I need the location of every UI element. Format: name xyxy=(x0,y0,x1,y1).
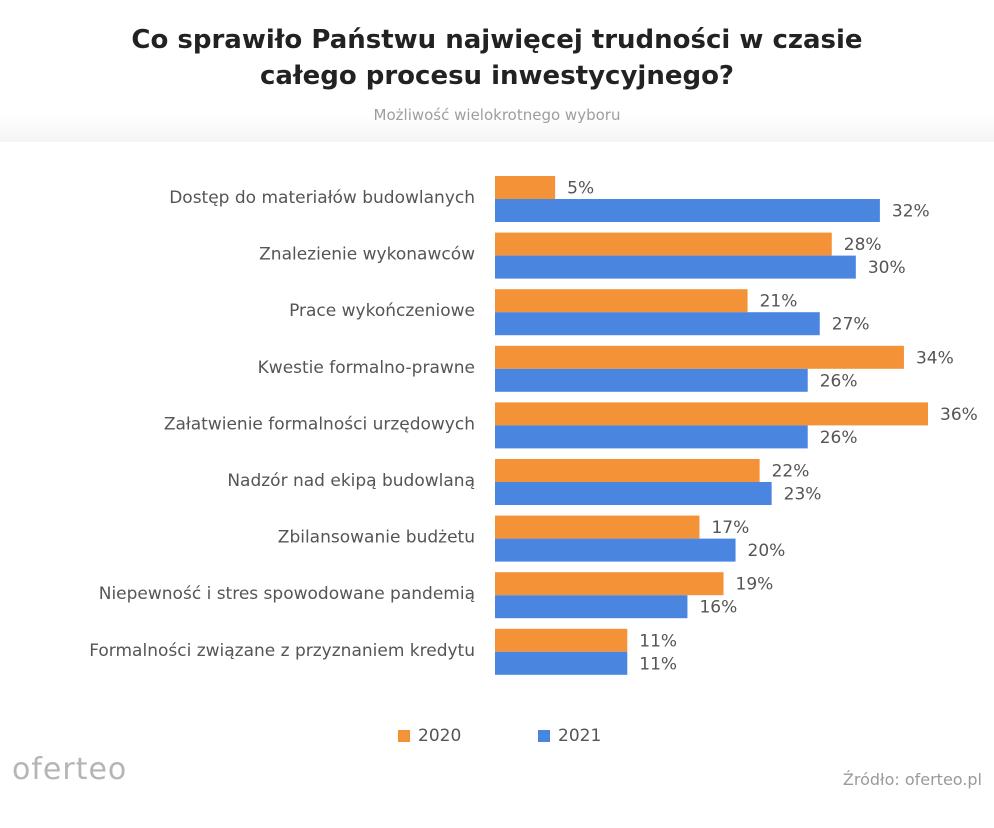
bar-2020 xyxy=(495,572,724,596)
legend-item-2021: 2021 xyxy=(538,726,601,746)
data-label-2020: 21% xyxy=(760,292,798,312)
data-label-2021: 16% xyxy=(699,598,737,618)
data-label-2021: 27% xyxy=(832,315,870,335)
bar-2020 xyxy=(495,515,700,539)
bar-2021 xyxy=(495,595,688,619)
data-label-2020: 22% xyxy=(772,462,810,482)
bar-2021 xyxy=(495,255,856,279)
data-label-2021: 26% xyxy=(820,371,858,391)
bar-2020 xyxy=(495,176,556,199)
category-label: Nadzór nad ekipą budowlaną xyxy=(227,471,475,491)
category-label: Dostęp do materiałów budowlanych xyxy=(169,188,475,208)
legend-swatch-2021 xyxy=(538,730,550,742)
source-note: Źródło: oferteo.pl xyxy=(842,770,982,789)
data-label-2020: 17% xyxy=(711,518,749,538)
bar-2020 xyxy=(495,628,628,652)
legend-label-2021: 2021 xyxy=(558,726,602,746)
data-label-2021: 26% xyxy=(820,428,858,448)
brand-logo: oferteo xyxy=(12,752,128,787)
data-label-2021: 30% xyxy=(868,258,906,278)
legend-label-2020: 2020 xyxy=(418,726,462,746)
category-label: Znalezienie wykonawców xyxy=(259,245,475,265)
legend-item-2020: 2020 xyxy=(398,726,461,746)
bar-2021 xyxy=(495,199,880,222)
bar-2021 xyxy=(495,482,772,505)
data-label-2020: 5% xyxy=(567,179,594,199)
category-label: Załatwienie formalności urzędowych xyxy=(164,414,475,434)
bar-2021 xyxy=(495,538,736,562)
chart-header: Co sprawiło Państwu najwięcej trudności … xyxy=(0,0,994,142)
bar-2021 xyxy=(495,425,808,449)
data-label-2021: 32% xyxy=(892,202,930,222)
data-label-2020: 28% xyxy=(844,235,882,255)
bar-2021 xyxy=(495,651,628,675)
bar-2021 xyxy=(495,368,808,392)
category-label: Kwestie formalno-prawne xyxy=(258,358,475,378)
data-label-2020: 34% xyxy=(916,348,954,368)
chart-legend: 2020 2021 xyxy=(0,726,994,750)
data-label-2021: 20% xyxy=(748,541,786,561)
bar-2020 xyxy=(495,459,760,482)
data-label-2021: 23% xyxy=(784,485,822,505)
bar-2020 xyxy=(495,345,904,369)
data-label-2020: 19% xyxy=(736,575,774,595)
category-label: Formalności związane z przyznaniem kredy… xyxy=(89,641,475,661)
bar-2020 xyxy=(495,232,832,256)
chart-title: Co sprawiło Państwu najwięcej trudności … xyxy=(131,25,863,91)
bar-2020 xyxy=(495,289,748,313)
category-label: Zbilansowanie budżetu xyxy=(278,528,475,548)
bar-2021 xyxy=(495,312,820,336)
data-label-2021: 11% xyxy=(639,654,677,674)
chart-subtitle: Możliwość wielokrotnego wyboru xyxy=(373,106,621,124)
data-label-2020: 11% xyxy=(639,631,677,651)
legend-swatch-2020 xyxy=(398,730,410,742)
bar-2020 xyxy=(495,402,928,426)
category-label: Prace wykończeniowe xyxy=(289,301,475,321)
bar-chart: Dostęp do materiałów budowlanych 5% 32% Zna… xyxy=(89,176,978,675)
data-label-2020: 36% xyxy=(940,405,978,425)
category-label: Niepewność i stres spowodowane pandemią xyxy=(99,584,475,604)
